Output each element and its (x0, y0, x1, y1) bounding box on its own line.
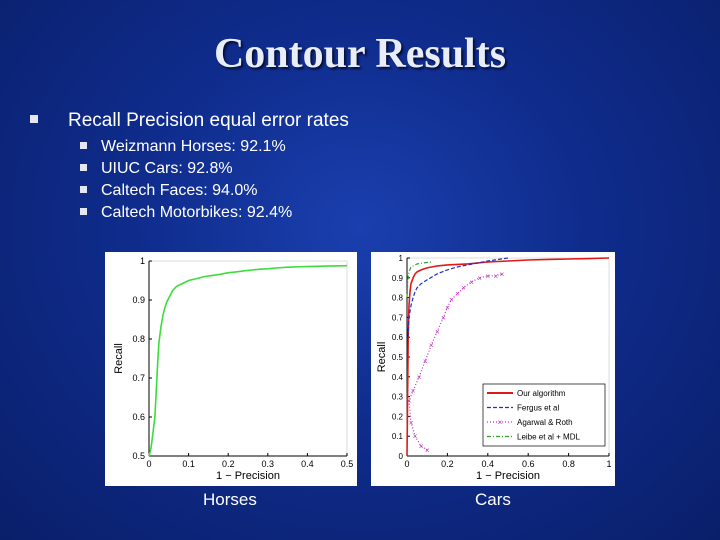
series-marker: × (429, 341, 434, 350)
x-tick-label: 0.4 (482, 459, 495, 469)
cars-caption: Cars (475, 490, 511, 509)
y-tick-label: 0.7 (132, 373, 145, 383)
series-marker: × (411, 387, 416, 396)
bullet-square-icon (80, 186, 87, 194)
legend-entry-label: Fergus et al (517, 404, 559, 413)
legend-entry-label: Agarwal & Roth (517, 418, 573, 427)
series-marker: × (449, 296, 454, 305)
series-marker: × (441, 313, 446, 322)
sub-bullet-list: Weizmann Horses: 92.1% UIUC Cars: 92.8% … (80, 136, 292, 224)
series-marker: × (409, 418, 414, 427)
sub-bullet-text: Caltech Faces: 94.0% (101, 182, 258, 199)
y-tick-label: 1 (399, 254, 404, 263)
y-tick-label: 0.9 (392, 274, 404, 283)
y-tick-label: 0.9 (132, 295, 145, 305)
x-tick-label: 1 (606, 459, 611, 469)
bullet-square-icon (80, 142, 87, 150)
y-tick-label: 0.5 (392, 353, 404, 362)
y-tick-label: 0.6 (132, 412, 145, 422)
horses-caption: Horses (203, 490, 257, 509)
series-marker: × (485, 272, 490, 281)
slide-title: Contour Results (213, 31, 507, 77)
x-tick-label: 0.2 (222, 459, 235, 469)
y-tick-label: 0.8 (392, 294, 404, 303)
series-marker: × (469, 278, 474, 287)
y-axis-label: Recall (113, 343, 125, 374)
series-marker: × (455, 290, 460, 299)
y-tick-label: 0.4 (392, 373, 404, 382)
series-marker: × (445, 304, 450, 313)
y-tick-label: 0.2 (392, 412, 404, 421)
sub-bullet: UIUC Cars: 92.8% (80, 158, 292, 180)
sub-bullet: Weizmann Horses: 92.1% (80, 136, 292, 158)
y-tick-label: 0.6 (392, 333, 404, 342)
cars-pr-chart: 0 0.2 0.4 0.6 0.8 1 0 0.1 0.2 0.3 0.4 0.5 0.6 0.7 0.8 0… (376, 254, 612, 482)
x-tick-label: 0.5 (341, 459, 354, 469)
x-axis-label: 1 − Precision (476, 470, 540, 482)
series-line-agarwal-roth (408, 273, 503, 451)
series-marker: × (461, 284, 466, 293)
x-tick-label: 0 (146, 459, 151, 469)
main-bullet-text: Recall Precision equal error rates (68, 110, 349, 131)
bullet-square-icon (30, 114, 38, 123)
y-tick-label: 1 (140, 256, 145, 266)
x-tick-label: 0.4 (301, 459, 314, 469)
series-line-curve (148, 264, 348, 457)
series-line-our-algorithm (406, 257, 610, 457)
main-bullet: Recall Precision equal error rates (30, 110, 349, 132)
y-tick-label: 0.8 (132, 334, 145, 344)
bullet-square-icon (80, 208, 87, 216)
legend-entry-label: Leibe et al + MDL (517, 433, 580, 442)
series-marker: × (407, 397, 412, 406)
series-marker: × (435, 327, 440, 336)
sub-bullet-text: UIUC Cars: 92.8% (101, 160, 233, 177)
series-line-fergus-et-al (407, 257, 509, 338)
cars-chart-panel: 0 0.2 0.4 0.6 0.8 1 0 0.1 0.2 0.3 0.4 0.5 0.6 0.7 0.8 0… (371, 252, 615, 486)
series-line-leibe-et-al-mdl (406, 261, 432, 298)
sub-bullet-text: Caltech Motorbikes: 92.4% (101, 204, 293, 221)
series-marker: × (494, 272, 499, 281)
series-marker: × (477, 274, 482, 283)
y-tick-label: 0 (399, 452, 404, 461)
x-tick-label: 0.2 (441, 459, 454, 469)
series-marker: × (500, 270, 505, 279)
horses-pr-chart: 0 0.1 0.2 0.3 0.4 0.5 0.5 0.6 0.7 0.8 0.9 1 1 − Prec… (113, 256, 354, 482)
series-marker: × (419, 442, 424, 451)
x-tick-label: 0 (404, 459, 409, 469)
x-tick-label: 0.1 (182, 459, 195, 469)
legend-entry-label: Our algorithm (517, 389, 566, 398)
sub-bullet: Caltech Motorbikes: 92.4% (80, 202, 292, 224)
series-marker: × (425, 446, 430, 455)
legend-box (482, 383, 606, 447)
series-marker: × (423, 357, 428, 366)
sub-bullet-text: Weizmann Horses: 92.1% (101, 138, 286, 155)
sub-bullet: Caltech Faces: 94.0% (80, 180, 292, 202)
x-axis-label: 1 − Precision (216, 470, 280, 482)
y-tick-label: 0.5 (132, 451, 145, 461)
y-tick-label: 0.3 (392, 393, 404, 402)
legend-marker: × (498, 418, 503, 427)
y-axis-label: Recall (376, 342, 388, 373)
x-tick-label: 0.8 (562, 459, 575, 469)
bullet-square-icon (80, 164, 87, 172)
y-tick-label: 0.1 (392, 432, 404, 441)
x-tick-label: 0.3 (262, 459, 275, 469)
x-tick-label: 0.6 (522, 459, 535, 469)
series-marker: × (413, 432, 418, 441)
series-marker: × (417, 373, 422, 382)
y-tick-label: 0.7 (392, 313, 404, 322)
horses-chart-panel: 0 0.1 0.2 0.3 0.4 0.5 0.5 0.6 0.7 0.8 0.9 1 1 − Prec… (105, 252, 357, 486)
